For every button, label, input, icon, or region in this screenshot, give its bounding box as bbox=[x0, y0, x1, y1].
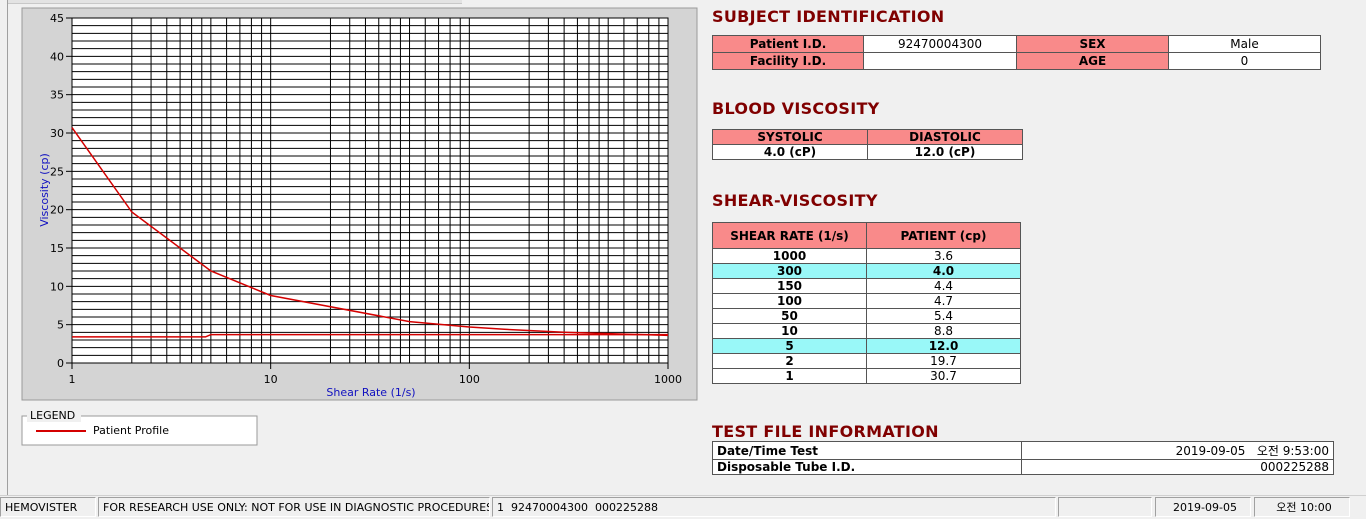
shear-rate: 50 bbox=[712, 308, 867, 324]
value: 12.0 (cP) bbox=[867, 144, 1023, 160]
section-title: SHEAR-VISCOSITY bbox=[712, 191, 878, 210]
value: Male bbox=[1168, 35, 1321, 53]
x-tick-label: 1000 bbox=[654, 373, 682, 386]
y-tick-label: 25 bbox=[50, 165, 64, 178]
section-title: BLOOD VISCOSITY bbox=[712, 99, 880, 118]
legend-title-bg bbox=[27, 409, 81, 422]
row: Facility I.D. AGE 0 bbox=[712, 52, 1321, 70]
data-line bbox=[72, 333, 668, 338]
shear-rate: 100 bbox=[712, 293, 867, 309]
y-tick-label: 45 bbox=[50, 12, 64, 25]
legend-box bbox=[21, 415, 258, 446]
row: 10 8.8 bbox=[712, 323, 1021, 339]
y-tick-label: 40 bbox=[50, 50, 64, 63]
y-tick-label: 35 bbox=[50, 89, 64, 102]
header: SYSTOLIC bbox=[712, 129, 868, 145]
shear-rate: 1 bbox=[712, 368, 867, 384]
header: DIASTOLIC bbox=[867, 129, 1023, 145]
x-tick-label: 10 bbox=[264, 373, 278, 386]
status-bar-bg bbox=[0, 495, 1366, 519]
value: 0 bbox=[1168, 52, 1321, 70]
value bbox=[863, 52, 1017, 70]
row: 300 4.0 bbox=[712, 263, 1021, 279]
patient-value: 30.7 bbox=[866, 368, 1021, 384]
row: 2 19.7 bbox=[712, 353, 1021, 369]
shear-rate: 150 bbox=[712, 278, 867, 294]
y-tick-label: 20 bbox=[50, 204, 64, 217]
row: 5 12.0 bbox=[712, 338, 1021, 354]
y-tick-label: 30 bbox=[50, 127, 64, 140]
value: 92470004300 bbox=[863, 35, 1017, 53]
shear-rate: 1000 bbox=[712, 248, 867, 264]
label: Disposable Tube I.D. bbox=[712, 459, 1022, 475]
test-file-table: Date/Time Test 2019-09-05 오전 9:53:00 Dis… bbox=[712, 441, 1334, 475]
row: Date/Time Test 2019-09-05 오전 9:53:00 bbox=[712, 441, 1334, 460]
status-cell: 오전 10:00 bbox=[1254, 497, 1350, 517]
patient-value: 4.4 bbox=[866, 278, 1021, 294]
shear-rate: 5 bbox=[712, 338, 867, 354]
y-tick-label: 10 bbox=[50, 280, 64, 293]
header: SHEAR RATE (1/s) bbox=[712, 222, 867, 249]
row: 4.0 (cP) 12.0 (cP) bbox=[712, 144, 1023, 160]
value: 2019-09-05 오전 9:53:00 bbox=[1021, 441, 1334, 460]
top-tab bbox=[8, 0, 462, 4]
row: Disposable Tube I.D. 000225288 bbox=[712, 459, 1334, 475]
label: SEX bbox=[1016, 35, 1169, 53]
shear-rate: 10 bbox=[712, 323, 867, 339]
label: AGE bbox=[1016, 52, 1169, 70]
patient-value: 4.0 bbox=[866, 263, 1021, 279]
x-axis-label: Shear Rate (1/s) bbox=[326, 386, 415, 399]
shear-rate: 2 bbox=[712, 353, 867, 369]
header: PATIENT (cp) bbox=[866, 222, 1021, 249]
value: 4.0 (cP) bbox=[712, 144, 868, 160]
legend-label: Patient Profile bbox=[93, 424, 169, 437]
y-axis-label: Viscosity (cp) bbox=[38, 153, 51, 227]
data-line bbox=[71, 127, 669, 337]
patient-value: 4.7 bbox=[866, 293, 1021, 309]
row: SYSTOLIC DIASTOLIC bbox=[712, 129, 1023, 145]
row: 1 30.7 bbox=[712, 368, 1021, 384]
blood-viscosity-table: SYSTOLIC DIASTOLIC 4.0 (cP) 12.0 (cP) bbox=[712, 129, 1023, 160]
subject-table: Patient I.D. 92470004300 SEX Male Facili… bbox=[712, 35, 1321, 70]
value: 000225288 bbox=[1021, 459, 1334, 475]
status-cell: HEMOVISTER bbox=[0, 497, 96, 517]
label: Patient I.D. bbox=[712, 35, 864, 53]
shear-viscosity-table: SHEAR RATE (1/s) PATIENT (cp) 1000 3.6 300… bbox=[712, 222, 1021, 384]
patient-value: 19.7 bbox=[866, 353, 1021, 369]
y-tick-label: 0 bbox=[57, 357, 64, 370]
left-border bbox=[7, 0, 8, 495]
patient-value: 5.4 bbox=[866, 308, 1021, 324]
patient-value: 3.6 bbox=[866, 248, 1021, 264]
status-cell: FOR RESEARCH USE ONLY: NOT FOR USE IN DI… bbox=[98, 497, 490, 517]
status-cell bbox=[1058, 497, 1152, 517]
row: Patient I.D. 92470004300 SEX Male bbox=[712, 35, 1321, 53]
x-tick-label: 1 bbox=[69, 373, 76, 386]
patient-value: 8.8 bbox=[866, 323, 1021, 339]
row: 100 4.7 bbox=[712, 293, 1021, 309]
section-title: SUBJECT IDENTIFICATION bbox=[712, 7, 945, 26]
grid bbox=[71, 17, 669, 364]
label: Facility I.D. bbox=[712, 52, 864, 70]
y-tick-label: 5 bbox=[57, 319, 64, 332]
y-tick-label: 15 bbox=[50, 242, 64, 255]
row: 50 5.4 bbox=[712, 308, 1021, 324]
row: 1000 3.6 bbox=[712, 248, 1021, 264]
label: Date/Time Test bbox=[712, 441, 1022, 460]
patient-value: 12.0 bbox=[866, 338, 1021, 354]
plot-frame bbox=[71, 17, 669, 364]
plot-area bbox=[72, 18, 668, 363]
status-cell: 1 92470004300 000225288 bbox=[492, 497, 1056, 517]
shear-rate: 300 bbox=[712, 263, 867, 279]
chart: Shear Rate (1/s) Viscosity (cp) LEGEND 0… bbox=[21, 7, 698, 446]
section-title: TEST FILE INFORMATION bbox=[712, 422, 939, 441]
legend-title: LEGEND bbox=[30, 409, 75, 422]
row: SHEAR RATE (1/s) PATIENT (cp) bbox=[712, 222, 1021, 249]
status-cell: 2019-09-05 bbox=[1155, 497, 1251, 517]
x-tick-label: 100 bbox=[459, 373, 480, 386]
row: 150 4.4 bbox=[712, 278, 1021, 294]
